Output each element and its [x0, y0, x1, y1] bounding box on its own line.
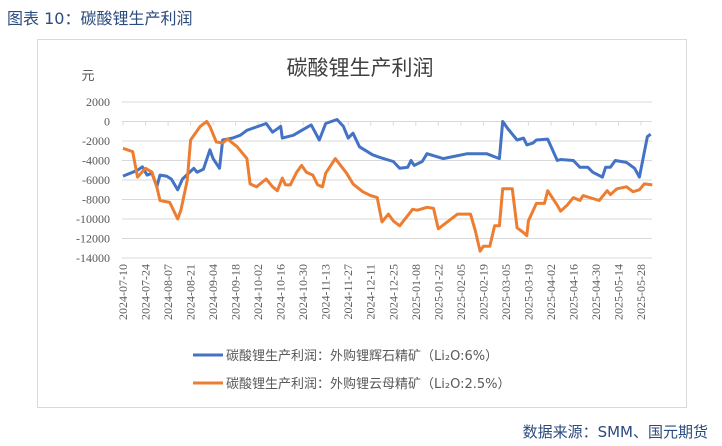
- chart-frame: [37, 39, 687, 408]
- y-tick-label: -4000: [82, 154, 110, 168]
- x-tick-label: 2024-08-21: [184, 264, 198, 320]
- legend-label-series2: 碳酸锂生产利润：外购锂云母精矿（Li₂O:2.5%）: [226, 376, 510, 392]
- x-tick-label: 2025-05-28: [634, 264, 648, 320]
- x-tick-label: 2024-11-27: [341, 264, 355, 320]
- x-tick-label: 2025-01-22: [431, 264, 445, 320]
- x-tick-label: 2024-12-25: [386, 264, 400, 320]
- series-line-1: [122, 118, 652, 192]
- x-tick-label: 2024-10-30: [296, 264, 310, 320]
- x-tick-label: 2025-02-05: [454, 264, 468, 320]
- x-tick-label: 2024-09-04: [206, 264, 220, 320]
- y-tick-label: -2000: [82, 134, 110, 148]
- x-tick-label: 2024-10-16: [274, 264, 288, 320]
- x-tick-label: 2024-11-13: [319, 264, 333, 320]
- x-tick-label: 2024-12-11: [364, 264, 378, 320]
- y-tick-label: -14000: [76, 251, 110, 265]
- y-tick-label: -12000: [76, 232, 110, 246]
- legend-label-series1: 碳酸锂生产利润：外购锂辉石精矿（Li₂O:6%）: [226, 348, 498, 364]
- y-tick-label: 2000: [86, 95, 110, 109]
- x-tick-label: 2025-04-16: [566, 264, 580, 320]
- x-tick-label: 2024-07-24: [139, 264, 153, 320]
- x-tick-label: 2025-03-19: [521, 264, 535, 320]
- x-tick-label: 2024-08-07: [161, 264, 175, 320]
- x-tick-label: 2025-04-02: [544, 264, 558, 320]
- x-tick-label: 2025-05-14: [611, 264, 625, 320]
- y-tick-label: -10000: [76, 212, 110, 226]
- x-tick-label: 2025-02-19: [476, 264, 490, 320]
- x-tick-label: 2025-03-05: [499, 264, 513, 320]
- x-tick-label: 2024-09-18: [229, 264, 243, 320]
- figure-title: 图表 10：碳酸锂生产利润: [7, 9, 193, 28]
- x-tick-label: 2024-07-10: [116, 264, 130, 320]
- series-line-2: [122, 120, 653, 253]
- y-tick-label: 0: [104, 115, 110, 129]
- y-tick-label: -6000: [82, 173, 110, 187]
- y-tick-label: -8000: [82, 193, 110, 207]
- chart-title: 碳酸锂生产利润: [287, 56, 434, 80]
- x-tick-label: 2024-10-02: [251, 264, 265, 320]
- data-source: 数据来源：SMM、国元期货: [522, 423, 708, 441]
- x-tick-label: 2025-01-08: [409, 264, 423, 320]
- legend: 碳酸锂生产利润：外购锂辉石精矿（Li₂O:6%） 碳酸锂生产利润：外购锂云母精矿…: [193, 348, 510, 392]
- x-tick-label: 2025-04-30: [589, 264, 603, 320]
- y-axis-unit: 元: [81, 68, 94, 83]
